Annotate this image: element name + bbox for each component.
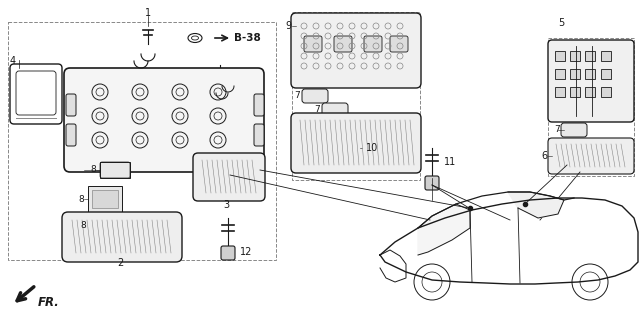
FancyBboxPatch shape [334, 36, 352, 52]
Text: 8: 8 [90, 166, 96, 175]
FancyBboxPatch shape [561, 123, 587, 137]
FancyBboxPatch shape [548, 40, 634, 122]
Text: FR.: FR. [38, 295, 60, 309]
Bar [585, 87, 595, 97]
Polygon shape [418, 204, 470, 255]
FancyBboxPatch shape [66, 124, 76, 146]
FancyBboxPatch shape [291, 113, 421, 173]
FancyBboxPatch shape [390, 36, 408, 52]
Text: 9: 9 [286, 21, 292, 31]
Bar [570, 87, 580, 97]
FancyBboxPatch shape [302, 89, 328, 103]
Bar [292, 12, 420, 180]
FancyBboxPatch shape [304, 36, 322, 52]
Bar [570, 51, 580, 61]
Text: 1: 1 [145, 8, 151, 18]
Text: 8: 8 [80, 220, 86, 229]
Text: 12: 12 [240, 247, 252, 257]
FancyBboxPatch shape [62, 212, 182, 262]
Bar [100, 162, 130, 178]
Text: 5: 5 [558, 18, 564, 28]
FancyBboxPatch shape [322, 103, 348, 117]
Text: 10: 10 [366, 143, 378, 153]
Bar [601, 51, 611, 61]
Text: 4: 4 [10, 56, 16, 66]
Text: 7: 7 [314, 105, 320, 115]
Bar [601, 69, 611, 79]
Bar [601, 87, 611, 97]
Bar [555, 87, 565, 97]
FancyBboxPatch shape [548, 138, 634, 174]
FancyBboxPatch shape [291, 13, 421, 88]
Bar [555, 69, 565, 79]
Text: 3: 3 [223, 200, 229, 210]
FancyBboxPatch shape [364, 36, 382, 52]
Text: 7: 7 [294, 91, 300, 100]
FancyBboxPatch shape [254, 124, 264, 146]
Bar [555, 51, 565, 61]
FancyBboxPatch shape [193, 153, 265, 201]
FancyBboxPatch shape [66, 94, 76, 116]
Text: 11: 11 [444, 157, 456, 167]
FancyBboxPatch shape [254, 94, 264, 116]
FancyBboxPatch shape [221, 246, 235, 260]
Bar [585, 69, 595, 79]
Text: 6: 6 [542, 151, 548, 161]
FancyBboxPatch shape [425, 176, 439, 190]
Text: B-38: B-38 [234, 33, 260, 43]
FancyBboxPatch shape [86, 214, 122, 236]
FancyBboxPatch shape [64, 68, 264, 172]
Bar [8, 22, 276, 260]
Text: 7: 7 [554, 126, 560, 135]
Bar [570, 69, 580, 79]
Bar [88, 186, 122, 212]
Bar [92, 190, 118, 208]
Bar [585, 51, 595, 61]
Bar [548, 38, 634, 176]
Polygon shape [508, 192, 564, 218]
Text: 8: 8 [78, 194, 84, 203]
Text: 2: 2 [117, 258, 123, 268]
